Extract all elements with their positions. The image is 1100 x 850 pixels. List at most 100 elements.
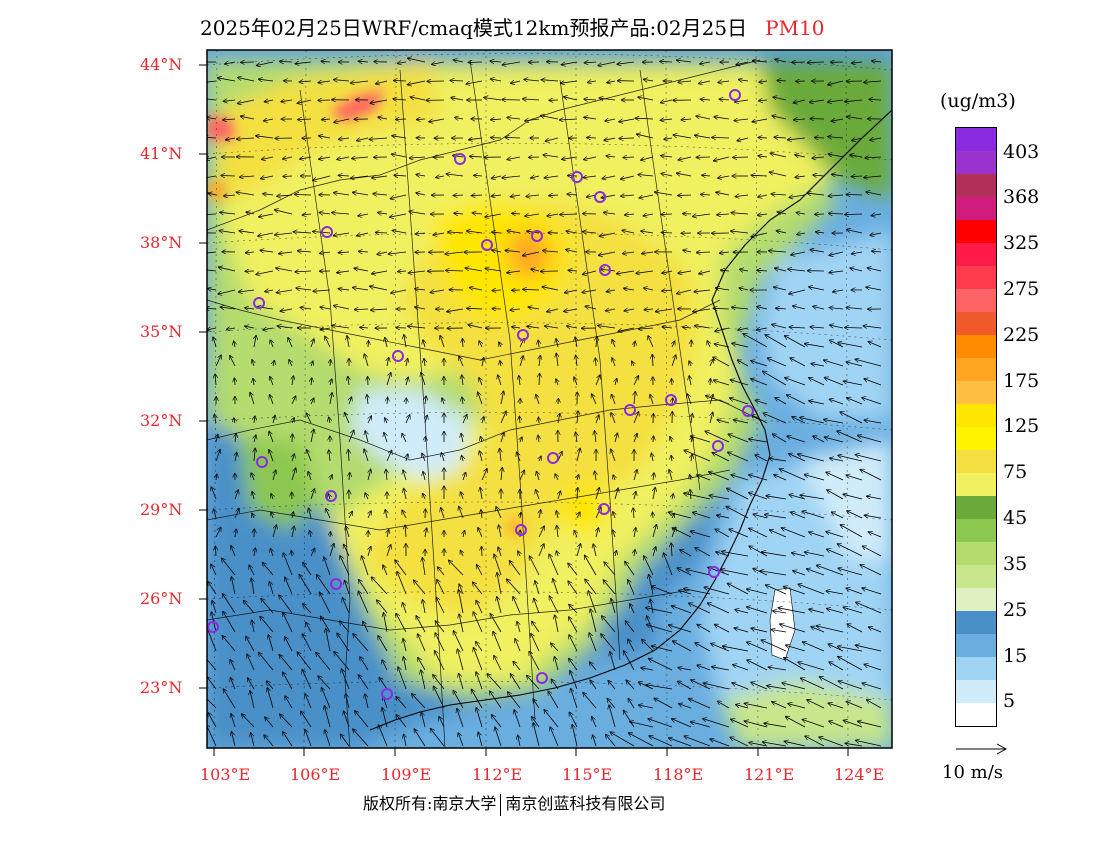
wind-vector	[235, 453, 237, 462]
wind-vector	[678, 271, 692, 273]
wind-vector	[459, 507, 464, 519]
wind-vector	[574, 531, 577, 538]
wind-vector	[292, 418, 294, 424]
wind-vector	[250, 393, 255, 405]
wind-vector	[825, 437, 844, 443]
wind-vector	[757, 307, 768, 309]
wind-vector	[790, 358, 806, 367]
wind-vector	[577, 488, 578, 500]
wind-vector	[416, 616, 426, 633]
wind-vector	[653, 547, 656, 557]
wind-vector	[353, 288, 369, 290]
wind-vector	[633, 508, 634, 519]
wind-vector	[653, 436, 654, 443]
wind-vector	[700, 62, 711, 64]
wind-vector	[235, 529, 236, 538]
wind-vector	[734, 119, 749, 121]
wind-vector	[377, 600, 388, 614]
wind-vector	[220, 231, 236, 233]
wind-vector	[636, 271, 654, 273]
wind-vector	[670, 437, 672, 443]
wind-vector	[718, 176, 730, 178]
wind-vector	[604, 138, 616, 140]
wind-vector	[612, 358, 615, 367]
wind-vector	[330, 475, 332, 481]
wind-vector	[207, 251, 217, 254]
wind-vector	[855, 455, 882, 462]
wind-vector	[721, 570, 749, 576]
wind-vector	[567, 326, 578, 328]
wind-vector	[677, 60, 692, 62]
wind-vector	[339, 175, 350, 176]
wind-vector	[615, 379, 617, 386]
wind-vector	[701, 99, 711, 100]
wind-vector	[324, 557, 331, 576]
wind-vector	[672, 341, 675, 348]
colorbar-swatch	[955, 473, 997, 496]
wind-vector	[774, 287, 787, 291]
wind-vector	[277, 290, 293, 293]
wind-vector	[288, 338, 293, 348]
wind-vector	[318, 81, 331, 83]
wind-vector	[751, 379, 768, 386]
wind-vector	[252, 492, 254, 500]
wind-vector	[716, 192, 730, 195]
wind-vector	[416, 193, 426, 195]
wind-vector	[234, 490, 238, 500]
wind-vector	[539, 456, 541, 462]
wind-vector	[479, 341, 482, 348]
wind-vector	[459, 590, 464, 614]
wind-vector	[707, 341, 710, 348]
wind-vector	[606, 156, 616, 157]
wind-vector	[491, 79, 502, 81]
wind-vector	[541, 116, 559, 120]
wind-vector	[794, 119, 806, 120]
wind-vector	[855, 359, 882, 367]
wind-vector	[846, 475, 863, 481]
wind-vector	[795, 155, 806, 157]
wind-vector	[585, 579, 597, 595]
wind-vector	[273, 361, 274, 367]
wind-vector	[845, 328, 863, 329]
wind-vector	[796, 213, 806, 214]
lon-label: 121°E	[744, 765, 795, 784]
wind-vector	[758, 214, 768, 215]
wind-vector	[484, 98, 502, 101]
wind-vector	[617, 270, 635, 274]
wind-vector	[297, 99, 312, 103]
wind-vector	[599, 98, 616, 100]
wind-vector	[661, 100, 673, 103]
colorbar-swatch	[955, 542, 997, 565]
wind-vector	[384, 613, 388, 633]
wind-vector	[558, 414, 560, 424]
wind-vector	[664, 138, 673, 139]
wind-vector	[602, 616, 616, 633]
copyright-company: 南京创蓝科技有限公司	[505, 794, 666, 813]
wind-vector	[758, 195, 768, 197]
wind-vector	[270, 340, 273, 348]
wind-vector	[222, 636, 236, 652]
wind-vector	[459, 614, 464, 633]
wind-vector	[805, 344, 825, 348]
wind-vector	[513, 597, 521, 614]
colorbar-swatch	[955, 450, 997, 473]
wind-vector	[827, 609, 844, 614]
wind-vector	[840, 412, 863, 424]
wind-vector	[422, 558, 426, 576]
wind-vector	[404, 335, 406, 348]
wind-vector	[409, 212, 426, 215]
wind-vector	[363, 622, 369, 633]
wind-vector	[693, 512, 711, 519]
wind-vector	[739, 80, 749, 81]
wind-vector	[477, 565, 483, 576]
wind-vector	[598, 326, 616, 328]
wind-vector	[866, 192, 882, 196]
wind-vector	[498, 375, 502, 386]
lon-label: 103°E	[200, 765, 251, 784]
wind-vector	[865, 515, 882, 519]
wind-vector	[789, 289, 806, 294]
wind-vector	[791, 251, 806, 255]
wind-vector	[772, 194, 787, 195]
wind-vector	[773, 434, 787, 443]
wind-vector	[313, 290, 331, 291]
